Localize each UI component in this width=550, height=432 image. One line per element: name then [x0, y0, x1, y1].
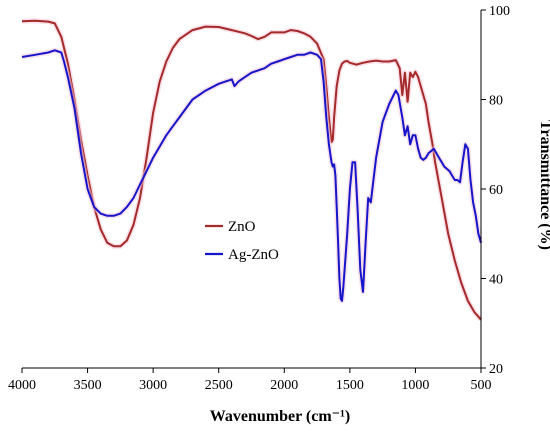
legend: ZnO Ag-ZnO: [205, 219, 279, 263]
y-tick-label: 20: [489, 362, 503, 377]
x-axis-title: Wavenumber (cm⁻¹): [210, 408, 350, 425]
series-halo-zno: [21, 18, 483, 322]
x-tick-label: 1500: [336, 378, 364, 393]
x-tick-label: 500: [471, 378, 492, 393]
x-tick-label: 3500: [74, 378, 102, 393]
y-tick-label: 40: [489, 273, 503, 288]
x-tick-label: 2500: [205, 378, 233, 393]
y-tick-label: 60: [489, 183, 503, 198]
y-tick-label: 100: [489, 4, 510, 19]
legend-label-ag-zno: Ag-ZnO: [228, 247, 279, 263]
series-line-ag-zno: [21, 49, 482, 302]
y-axis-title: Transmittance (%): [537, 120, 550, 250]
curves: [21, 18, 484, 322]
series-line-zno: [21, 19, 482, 321]
series-halo-ag-zno: [21, 47, 484, 304]
x-tick-label: 2000: [270, 378, 298, 393]
legend-label-zno: ZnO: [228, 219, 256, 235]
y-tick-label: 80: [489, 94, 503, 109]
x-tick-label: 4000: [8, 378, 36, 393]
x-tick-label: 1000: [401, 378, 429, 393]
x-tick-label: 3000: [139, 378, 167, 393]
